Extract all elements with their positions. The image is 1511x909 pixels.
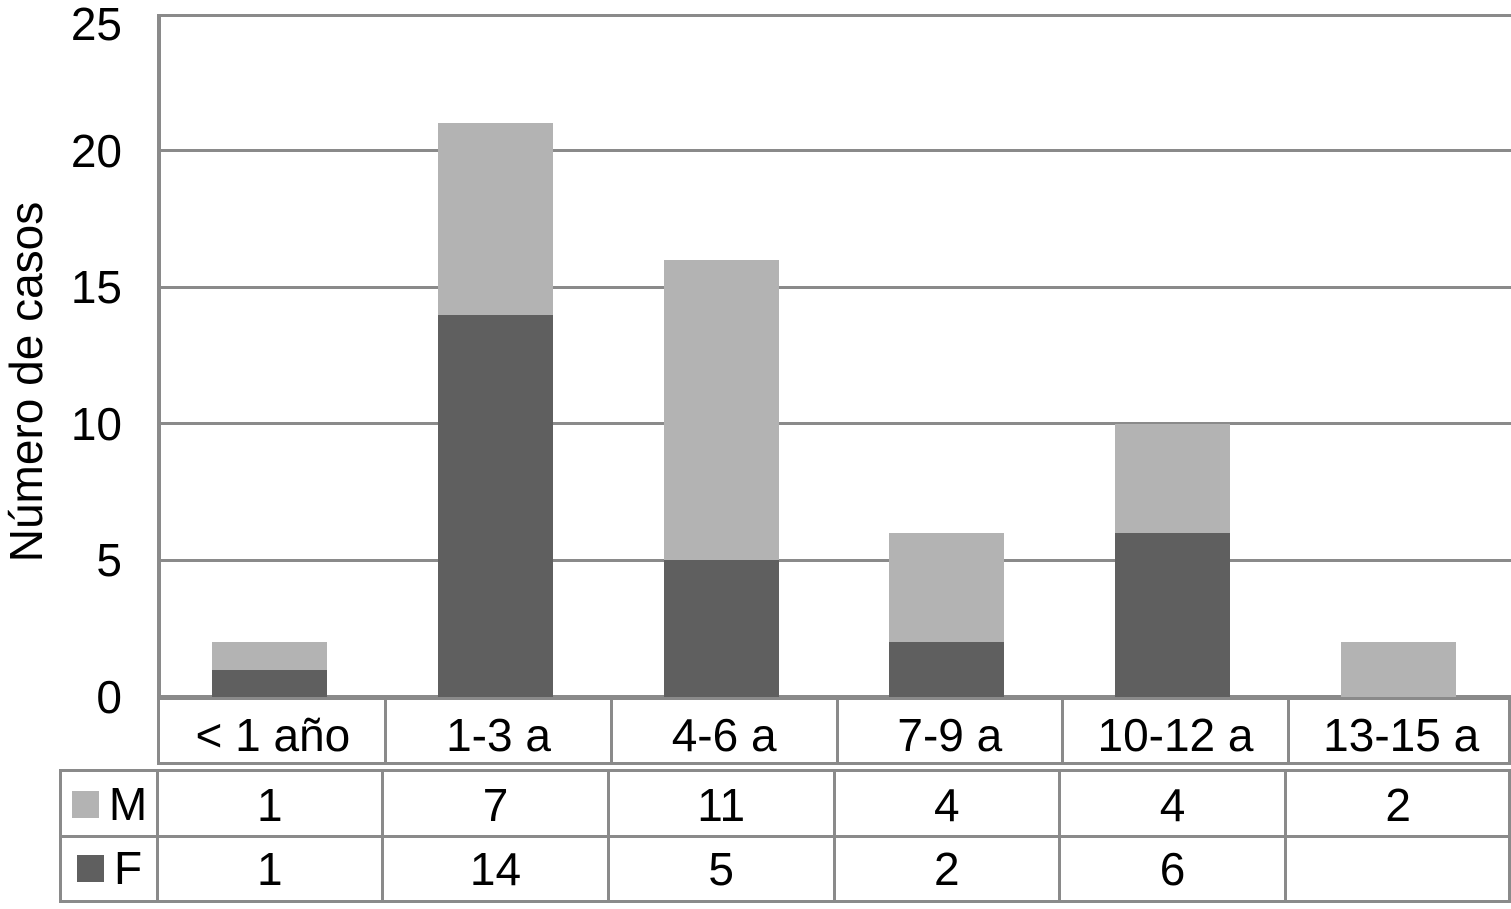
category-label-1: 1-3 a (446, 709, 551, 761)
legend-cell-f: F (62, 836, 157, 900)
plot-area (157, 14, 1511, 699)
gridline-10 (157, 422, 1511, 426)
bar-segment-f-4 (1115, 533, 1230, 697)
m-series-swatch-icon (71, 790, 99, 818)
gridline-5 (157, 558, 1511, 562)
table-value-m-4: 4 (1159, 779, 1186, 831)
gridline-20 (157, 149, 1511, 153)
bar-segment-f-0 (212, 669, 328, 697)
table-value-f-0: 1 (257, 843, 283, 895)
category-separator (835, 700, 839, 762)
y-axis-title: Número de casos (0, 201, 52, 563)
table-value-m-0: 1 (257, 779, 283, 831)
table-value-m-5: 2 (1385, 779, 1411, 831)
y-tick-label-25: 25 (70, 0, 122, 50)
table-value-m-2: 11 (697, 779, 746, 831)
category-label-4: 10-12 a (1097, 709, 1254, 761)
table-value-m-3: 4 (934, 779, 960, 831)
row-separator (62, 834, 1508, 838)
series-label-f: F (113, 842, 143, 894)
category-separator (1286, 700, 1290, 762)
table-value-f-3: 2 (934, 843, 960, 895)
category-separator (384, 700, 388, 762)
bar-segment-m-1 (438, 123, 553, 315)
category-separator (609, 700, 613, 762)
bar-segment-m-4 (1115, 423, 1230, 534)
category-label-5: 13-15 a (1323, 709, 1480, 761)
f-series-swatch-icon (76, 854, 104, 882)
category-label-0: < 1 año (195, 709, 351, 761)
x-category-row: < 1 año 1-3 a 4-6 a 7-9 a 10-12 a 13-15 a (157, 697, 1511, 765)
table-column-separator (381, 772, 385, 900)
bar-segment-f-2 (663, 560, 779, 697)
table-value-f-4: 6 (1159, 843, 1186, 895)
table-column-separator (1283, 772, 1287, 900)
bar-segment-m-2 (663, 259, 779, 561)
category-label-2: 4-6 a (671, 709, 777, 761)
gridline-25 (157, 14, 1511, 17)
category-separator (1061, 700, 1065, 762)
bar-segment-m-5 (1340, 642, 1456, 697)
table-column-separator (1058, 772, 1062, 900)
y-tick-label-15: 15 (70, 261, 122, 314)
bar-segment-f-1 (438, 314, 553, 697)
category-label-3: 7-9 a (897, 709, 1003, 761)
table-column-separator (832, 772, 836, 900)
y-tick-label-20: 20 (70, 124, 122, 177)
bar-segment-m-3 (889, 533, 1005, 643)
table-value-m-1: 7 (482, 779, 509, 831)
y-tick-label-10: 10 (70, 397, 122, 450)
gridline-15 (157, 285, 1511, 289)
table-value-f-2: 5 (708, 843, 734, 895)
table-value-f-1: 14 (469, 843, 522, 895)
y-tick-label-5: 5 (96, 534, 122, 587)
y-axis-line (157, 14, 161, 697)
bar-segment-f-3 (889, 642, 1005, 697)
legend-column-separator (155, 772, 159, 900)
y-tick-label-0: 0 (96, 671, 122, 723)
bar-segment-m-0 (212, 642, 328, 670)
table-column-separator (606, 772, 610, 900)
legend-cell-m: M (62, 772, 157, 836)
data-table: M 1 7 11 4 4 2 F 1 14 5 2 6 (59, 769, 1511, 903)
series-label-m: M (108, 778, 148, 830)
